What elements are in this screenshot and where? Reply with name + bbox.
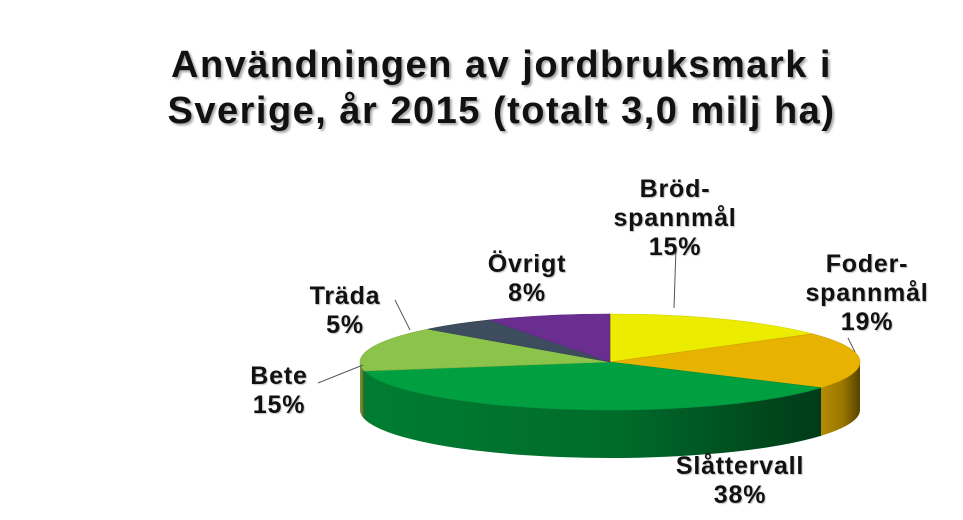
slice-label-percent-5: 8% <box>508 279 546 307</box>
chart-title-line-2: Sverige, år 2015 (totalt 3,0 milj ha) <box>167 90 836 132</box>
slice-label-name-2-0: Slåttervall <box>675 452 805 480</box>
slice-label-1: Foder-spannmål 19% <box>782 250 952 337</box>
slice-label-name-1-0: Foder- <box>825 250 909 278</box>
leader-line-1 <box>847 337 856 353</box>
slice-label-name-5-0: Övrigt <box>487 250 567 278</box>
pie-slice-0 <box>609 313 813 363</box>
chart-title-line-1: Användningen av jordbruksmark i <box>171 44 832 86</box>
leader-line-3 <box>317 364 364 384</box>
slice-label-name-0-1: spannmål <box>613 204 737 232</box>
slice-label-name-3-0: Bete <box>250 362 308 390</box>
leader-line-0 <box>673 247 677 309</box>
slice-label-percent-1: 19% <box>840 308 894 336</box>
pie-slice-side-shading-1 <box>821 362 860 436</box>
pie-slice-3 <box>359 328 611 372</box>
pie-slice-5 <box>489 313 611 363</box>
pie-slice-2 <box>363 361 822 411</box>
slice-label-name-1-1: spannmål <box>805 279 929 307</box>
slice-label-4: Träda 5% <box>290 282 400 340</box>
slice-label-0: Bröd-spannmål 15% <box>600 175 750 262</box>
slice-label-3: Bete 15% <box>238 362 320 420</box>
slice-label-name-0-0: Bröd- <box>639 175 711 203</box>
pie-slice-side-shading-3 <box>360 362 365 419</box>
leader-line-4 <box>394 299 411 331</box>
slice-label-2: Slåttervall 38% <box>660 452 820 510</box>
slice-label-percent-3: 15% <box>252 391 306 419</box>
pie-slice-side-shading-2 <box>364 370 822 459</box>
slice-label-percent-0: 15% <box>648 233 702 261</box>
slice-label-percent-2: 38% <box>713 481 767 509</box>
slice-label-5: Övrigt 8% <box>462 250 592 308</box>
pie-slice-1 <box>609 333 861 389</box>
slice-label-percent-4: 5% <box>326 311 364 339</box>
slice-label-name-4-0: Träda <box>309 282 381 310</box>
